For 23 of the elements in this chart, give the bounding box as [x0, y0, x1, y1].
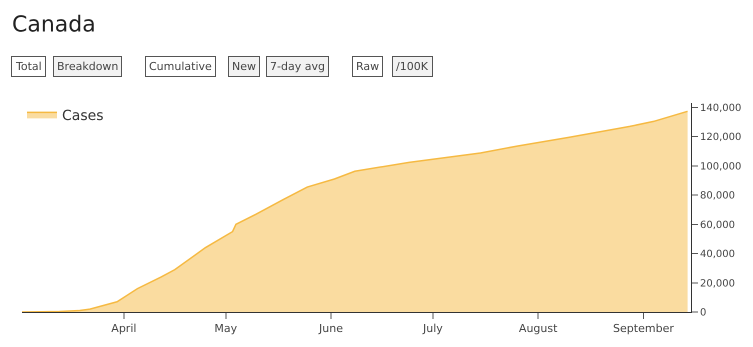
y-tick-label: 100,000: [700, 161, 742, 172]
legend-label: Cases: [62, 108, 104, 124]
x-tick-label: July: [422, 322, 444, 336]
x-tick-label: June: [318, 322, 344, 336]
x-tick-label: September: [613, 322, 674, 336]
text: Breakdown: [57, 60, 118, 73]
y-tick-label: 40,000: [700, 249, 735, 260]
y-tick-label: 20,000: [700, 278, 735, 290]
text: Raw: [356, 60, 380, 73]
text: Total: [15, 60, 42, 73]
text: /100K: [396, 60, 429, 73]
text: Cumulative: [149, 60, 212, 73]
text: New: [232, 60, 256, 73]
x-tick-label: August: [518, 322, 558, 336]
chart-title: Canada: [12, 12, 96, 38]
x-tick-label: April: [111, 322, 136, 336]
y-tick-label: 140,000: [700, 102, 742, 114]
y-tick-label: 80,000: [700, 190, 735, 202]
y-tick-label: 60,000: [700, 220, 735, 231]
y-tick-label: 120,000: [700, 132, 742, 144]
x-tick-label: May: [214, 322, 238, 336]
y-tick-label: 0: [700, 308, 706, 318]
text: 7-day avg: [270, 60, 325, 73]
